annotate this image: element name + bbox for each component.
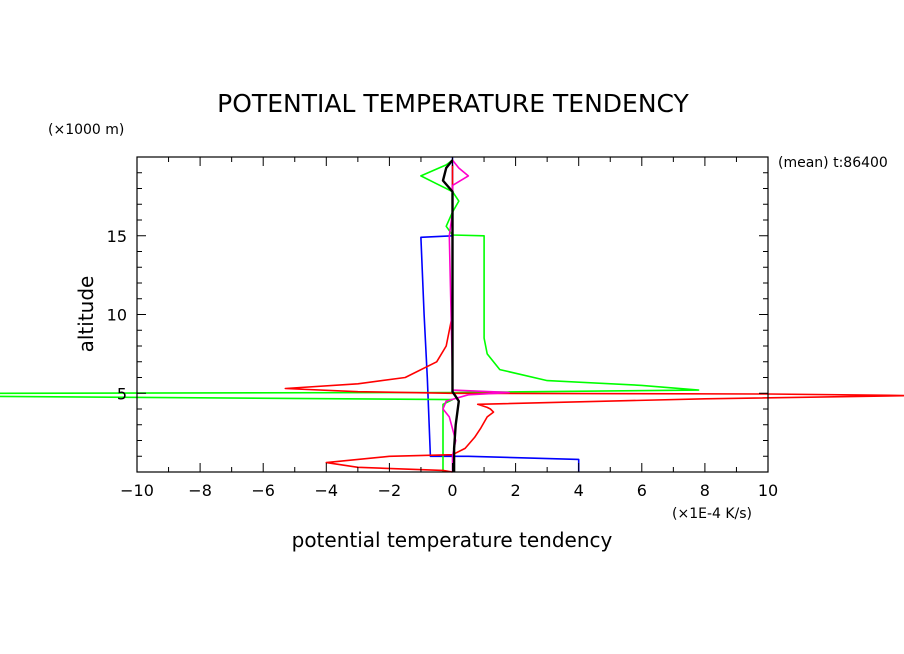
- x-tick-label: −10: [120, 481, 154, 500]
- y-tick-label: 5: [117, 384, 127, 403]
- x-axis-label: potential temperature tendency: [292, 528, 613, 552]
- x-tick-label: −4: [315, 481, 339, 500]
- x-tick-label: −2: [378, 481, 402, 500]
- mean-time-annotation: (mean) t:86400: [778, 155, 888, 171]
- x-tick-label: −6: [251, 481, 275, 500]
- x-tick-label: 0: [447, 481, 457, 500]
- x-tick-label: 2: [511, 481, 521, 500]
- x-unit-label: (×1E-4 K/s): [672, 506, 752, 522]
- x-tick-label: 6: [637, 481, 647, 500]
- series-line-2: [0, 159, 700, 472]
- series-layer: [0, 157, 904, 473]
- y-unit-label: (×1000 m): [48, 122, 124, 138]
- x-tick-label: 8: [700, 481, 710, 500]
- y-axis-label: altitude: [74, 276, 98, 353]
- y-tick-label: 15: [107, 227, 127, 246]
- series-line-4: [442, 159, 511, 472]
- x-tick-label: 10: [758, 481, 778, 500]
- chart-title: POTENTIAL TEMPERATURE TENDENCY: [217, 89, 689, 118]
- series-line-1: [420, 157, 580, 472]
- y-tick-label: 10: [107, 306, 127, 325]
- series-line-5: [441, 159, 460, 472]
- series-line-3: [284, 164, 904, 473]
- x-tick-label: 4: [574, 481, 584, 500]
- ticks: −10 −8 −6 −4 −2 0 2 4 6 8 10 5 10 15: [107, 156, 778, 500]
- x-tick-label: −8: [188, 481, 212, 500]
